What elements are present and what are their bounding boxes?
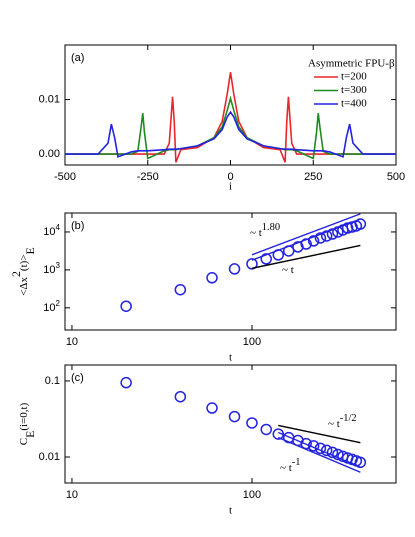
text-part: 2 bbox=[9, 271, 23, 277]
marker bbox=[314, 232, 327, 244]
y-tick-label: 0.01 bbox=[39, 451, 60, 463]
x-tick-label: 10 bbox=[66, 489, 78, 501]
text-part: -1 bbox=[292, 457, 301, 468]
marker bbox=[120, 376, 132, 389]
y-axis-label: CE(i=0,t) bbox=[18, 402, 37, 445]
marker bbox=[332, 448, 344, 461]
y-tick-label: 0.1 bbox=[45, 375, 60, 387]
marker bbox=[260, 253, 272, 265]
reference-line bbox=[278, 424, 361, 444]
reference-line bbox=[251, 218, 361, 261]
x-axis-label: i bbox=[229, 181, 232, 193]
reference-line bbox=[278, 431, 361, 468]
marker bbox=[228, 263, 241, 275]
legend-title: Asymmetric FPU-β bbox=[308, 58, 395, 70]
marker bbox=[260, 423, 272, 436]
text-part: E bbox=[23, 431, 37, 438]
annotation: ~ t-1 bbox=[280, 457, 301, 474]
x-tick-label: 500 bbox=[387, 171, 405, 183]
series-line bbox=[65, 95, 396, 160]
text-part: (t)> bbox=[18, 254, 30, 271]
text-part: ~ t bbox=[328, 418, 340, 430]
marker bbox=[326, 446, 339, 459]
reference-line bbox=[251, 244, 361, 269]
text-part: 1.80 bbox=[262, 222, 280, 233]
panel-label: (b) bbox=[71, 220, 84, 232]
marker bbox=[354, 218, 367, 230]
marker bbox=[228, 410, 241, 423]
annotation: ~ t bbox=[282, 264, 294, 276]
text-part: -1/2 bbox=[340, 413, 357, 424]
text-part: (i=0,t) bbox=[18, 402, 30, 430]
y-axis-label: <Δx2(t)>E bbox=[9, 247, 37, 296]
text-part: ~ t bbox=[280, 462, 292, 474]
plot-frame bbox=[64, 212, 397, 331]
series-line bbox=[65, 110, 396, 158]
text-part: C bbox=[18, 438, 30, 445]
marker bbox=[174, 283, 187, 296]
marker bbox=[300, 437, 312, 450]
x-tick-label: -250 bbox=[137, 171, 159, 183]
text-part: <Δx bbox=[18, 277, 30, 296]
text-part: ~ t bbox=[282, 264, 294, 276]
x-axis-label: t bbox=[229, 352, 232, 364]
marker bbox=[354, 456, 367, 469]
x-axis-label: t bbox=[229, 505, 232, 517]
marker bbox=[320, 230, 333, 242]
marker bbox=[307, 235, 320, 247]
text-part: E bbox=[23, 247, 37, 254]
marker bbox=[174, 390, 187, 403]
legend-label: t=400 bbox=[341, 98, 367, 110]
y-tick-label: 0.00 bbox=[39, 148, 60, 160]
reference-line bbox=[251, 213, 361, 256]
panel-label: (a) bbox=[71, 52, 84, 64]
marker bbox=[246, 258, 258, 270]
x-tick-label: 10 bbox=[66, 336, 78, 348]
annotation: ~ t-1/2 bbox=[328, 413, 357, 430]
marker bbox=[341, 222, 354, 234]
annotation: ~ t1.80 bbox=[250, 222, 280, 239]
y-tick-label: 104 bbox=[43, 223, 60, 238]
x-tick-label: 250 bbox=[304, 171, 322, 183]
y-tick-label: 102 bbox=[43, 298, 60, 313]
legend-label: t=300 bbox=[341, 84, 367, 96]
y-tick-label: 0.01 bbox=[39, 93, 60, 105]
marker bbox=[246, 417, 258, 429]
marker bbox=[206, 272, 218, 284]
marker bbox=[120, 300, 132, 312]
marker bbox=[206, 402, 218, 414]
y-tick-label: 103 bbox=[43, 260, 60, 275]
x-tick-label: -500 bbox=[54, 171, 76, 183]
series-line bbox=[65, 72, 396, 163]
x-tick-label: 100 bbox=[243, 489, 261, 501]
plot-frame bbox=[64, 364, 397, 484]
x-tick-label: 0 bbox=[227, 171, 233, 183]
reference-line bbox=[278, 436, 361, 473]
x-tick-label: 100 bbox=[243, 336, 261, 348]
panel-label: (c) bbox=[71, 372, 84, 384]
legend-label: t=200 bbox=[341, 71, 367, 83]
text-part: ~ t bbox=[250, 227, 262, 239]
